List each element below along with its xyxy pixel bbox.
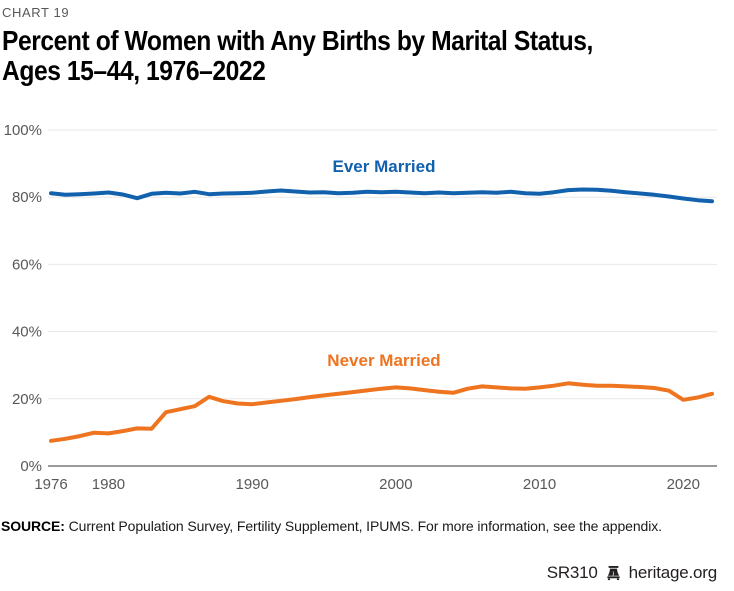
liberty-bell-icon bbox=[607, 565, 620, 580]
y-tick-label: 40% bbox=[12, 324, 42, 341]
y-tick-label: 100% bbox=[4, 122, 42, 139]
y-tick-label: 20% bbox=[12, 391, 42, 408]
chart-title-line1: Percent of Women with Any Births by Mari… bbox=[2, 25, 593, 56]
chart-number: CHART 19 bbox=[2, 5, 70, 20]
chart-title: Percent of Women with Any Births by Mari… bbox=[2, 26, 593, 86]
footer-credit: SR310 heritage.org bbox=[546, 563, 718, 583]
chart-title-line2: Ages 15–44, 1976–2022 bbox=[2, 55, 266, 86]
source-note: SOURCE: Current Population Survey, Ferti… bbox=[1, 518, 721, 534]
y-tick-label: 80% bbox=[12, 189, 42, 206]
source-label: SOURCE: bbox=[1, 518, 65, 534]
x-tick-label: 2020 bbox=[667, 476, 700, 493]
x-tick-label: 1990 bbox=[235, 476, 268, 493]
x-tick-label: 1980 bbox=[92, 476, 125, 493]
doc-id: SR310 bbox=[546, 563, 598, 582]
y-tick-label: 60% bbox=[12, 256, 42, 273]
series-label-never-married: Never Married bbox=[327, 351, 441, 370]
series-line-never-married bbox=[49, 381, 714, 443]
series-line-ever-married bbox=[49, 187, 714, 204]
series-label-ever-married: Ever Married bbox=[332, 157, 436, 176]
source-text: Current Population Survey, Fertility Sup… bbox=[64, 518, 662, 534]
footer-site: heritage.org bbox=[628, 563, 718, 582]
x-tick-label: 2000 bbox=[379, 476, 412, 493]
x-tick-label: 1976 bbox=[34, 476, 67, 493]
y-tick-label: 0% bbox=[20, 458, 42, 475]
x-tick-label: 2010 bbox=[523, 476, 556, 493]
